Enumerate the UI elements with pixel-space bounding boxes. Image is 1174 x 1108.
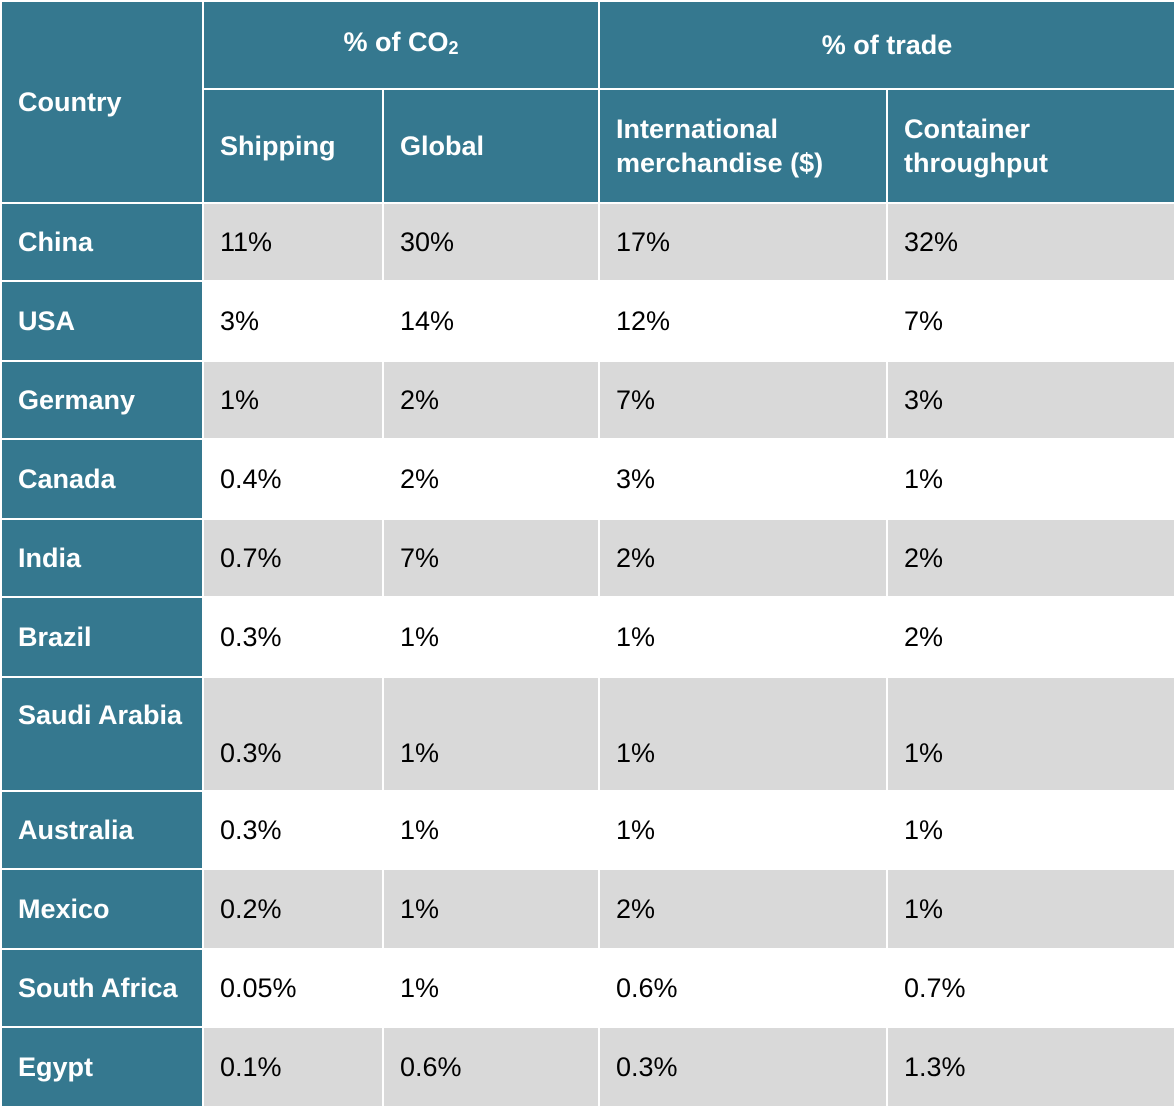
global-column-header: Global — [381, 88, 601, 204]
global-cell: 0.6% — [381, 1026, 601, 1108]
shipping-cell: 0.2% — [202, 868, 384, 950]
country-cell: China — [0, 202, 204, 282]
table-row: India 0.7% 7% 2% 2% — [0, 518, 1174, 598]
merchandise-cell: 2% — [598, 518, 889, 598]
merchandise-cell: 2% — [598, 868, 889, 950]
table-row: Mexico 0.2% 1% 2% 1% — [0, 868, 1174, 950]
container-cell: 0.7% — [886, 948, 1174, 1028]
shipping-cell: 0.3% — [202, 790, 384, 870]
merchandise-cell: 1% — [598, 790, 889, 870]
table-row: China 11% 30% 17% 32% — [0, 202, 1174, 282]
country-cell: Mexico — [0, 868, 204, 950]
global-cell: 2% — [381, 438, 601, 520]
merchandise-cell: 1% — [598, 676, 889, 792]
header-row-groups: Country % of CO2 % of trade — [0, 0, 1174, 204]
shipping-cell: 1% — [202, 360, 384, 440]
global-cell: 1% — [381, 676, 601, 792]
country-cell: Australia — [0, 790, 204, 870]
header-row-columns: Shipping Global International merchandis… — [1, 88, 1174, 204]
container-cell: 32% — [886, 202, 1174, 282]
container-cell: 7% — [886, 280, 1174, 362]
container-column-header: Container throughput — [886, 88, 1174, 204]
container-cell: 2% — [886, 596, 1174, 678]
table-row: Brazil 0.3% 1% 1% 2% — [0, 596, 1174, 678]
table-row: USA 3% 14% 12% 7% — [0, 280, 1174, 362]
table-row: Egypt 0.1% 0.6% 0.3% 1.3% — [0, 1026, 1174, 1108]
global-cell: 2% — [381, 360, 601, 440]
merchandise-cell: 1% — [598, 596, 889, 678]
table-row: South Africa 0.05% 1% 0.6% 0.7% — [0, 948, 1174, 1028]
shipping-cell: 0.3% — [202, 596, 384, 678]
table-row: Germany 1% 2% 7% 3% — [0, 360, 1174, 440]
global-cell: 1% — [381, 790, 601, 870]
country-cell: USA — [0, 280, 204, 362]
container-cell: 1% — [886, 438, 1174, 520]
country-cell: India — [0, 518, 204, 598]
co2-group-header: % of CO2 — [201, 0, 601, 90]
merchandise-cell: 0.6% — [598, 948, 889, 1028]
country-header: Country — [0, 0, 204, 204]
global-cell: 14% — [381, 280, 601, 362]
shipping-cell: 0.1% — [202, 1026, 384, 1108]
country-cell: Egypt — [0, 1026, 204, 1108]
container-cell: 3% — [886, 360, 1174, 440]
country-cell: Germany — [0, 360, 204, 440]
global-cell: 1% — [381, 868, 601, 950]
table-row: Canada 0.4% 2% 3% 1% — [0, 438, 1174, 520]
table-body: China 11% 30% 17% 32% USA 3% 14% 12% 7% Germany 1% 2… — [0, 202, 1174, 1108]
container-cell: 1% — [886, 676, 1174, 792]
co2-subscript: 2 — [448, 38, 459, 58]
global-cell: 30% — [381, 202, 601, 282]
shipping-cell: 0.4% — [202, 438, 384, 520]
shipping-cell: 3% — [202, 280, 384, 362]
container-cell: 2% — [886, 518, 1174, 598]
table-row: Saudi Arabia 0.3% 1% 1% 1% — [0, 676, 1174, 792]
country-cell: Brazil — [0, 596, 204, 678]
shipping-cell: 11% — [202, 202, 384, 282]
merchandise-cell: 0.3% — [598, 1026, 889, 1108]
global-cell: 1% — [381, 948, 601, 1028]
table-row: Australia 0.3% 1% 1% 1% — [0, 790, 1174, 870]
trade-group-header: % of trade — [598, 0, 1174, 90]
container-cell: 1% — [886, 790, 1174, 870]
merchandise-cell: 12% — [598, 280, 889, 362]
shipping-cell: 0.7% — [202, 518, 384, 598]
shipping-cell: 0.05% — [202, 948, 384, 1028]
country-cell: Canada — [0, 438, 204, 520]
merchandise-column-header: International merchandise ($) — [598, 88, 889, 204]
country-cell: South Africa — [0, 948, 204, 1028]
merchandise-cell: 3% — [598, 438, 889, 520]
global-cell: 7% — [381, 518, 601, 598]
merchandise-cell: 7% — [598, 360, 889, 440]
container-cell: 1% — [886, 868, 1174, 950]
container-cell: 1.3% — [886, 1026, 1174, 1108]
merchandise-cell: 17% — [598, 202, 889, 282]
country-cell: Saudi Arabia — [0, 676, 204, 792]
global-cell: 1% — [381, 596, 601, 678]
shipping-column-header: Shipping — [202, 88, 384, 204]
shipping-cell: 0.3% — [202, 676, 384, 792]
